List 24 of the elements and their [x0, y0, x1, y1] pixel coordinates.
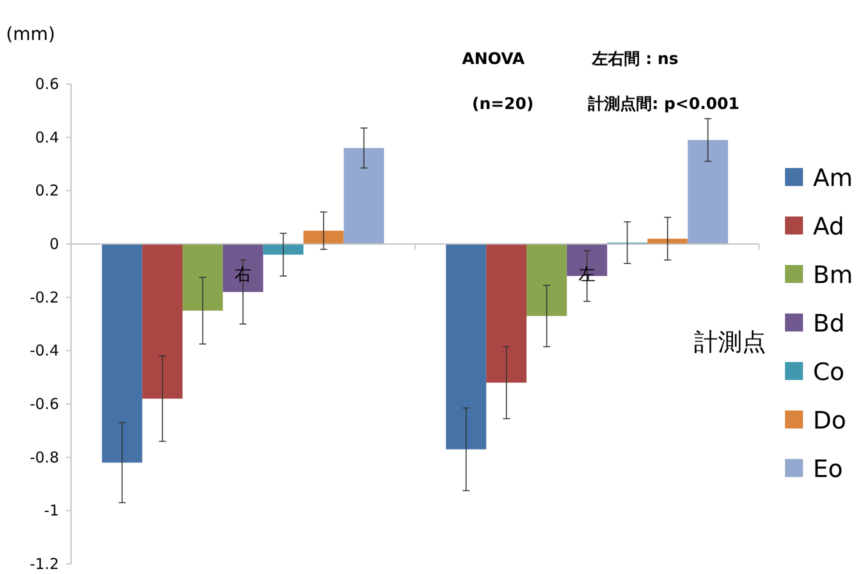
- annotation: 計測点間: p<0.001: [587, 94, 740, 113]
- y-tick-label: -0.4: [30, 342, 59, 360]
- legend-label: Bm: [813, 261, 853, 289]
- y-tick-label: -1: [44, 502, 59, 520]
- y-tick-label: -0.2: [30, 288, 59, 306]
- x-tick-label: 左: [578, 265, 596, 285]
- text: 左右間 : ns: [591, 49, 678, 68]
- y-axis-title: (mm): [6, 24, 56, 45]
- annotation: (n=20): [472, 94, 534, 113]
- y-tick-label: -0.8: [30, 448, 59, 466]
- y-tick-label: -1.2: [30, 555, 59, 573]
- y-tick-label: -0.6: [30, 395, 59, 413]
- y-tick-label: 0.6: [35, 75, 59, 93]
- legend-label: Eo: [813, 455, 843, 483]
- legend-label: Ad: [813, 212, 844, 240]
- y-tick-label: 0.4: [35, 128, 59, 146]
- legend-title: 計測点: [694, 328, 766, 356]
- legend-label: Am: [813, 164, 853, 192]
- text: ANOVA: [462, 49, 526, 68]
- y-tick-label: 0: [49, 235, 59, 253]
- legend-label: Bd: [813, 310, 845, 338]
- legend-label: Co: [813, 358, 844, 386]
- legend-label: Do: [813, 406, 846, 434]
- y-tick-label: 0.2: [35, 182, 59, 200]
